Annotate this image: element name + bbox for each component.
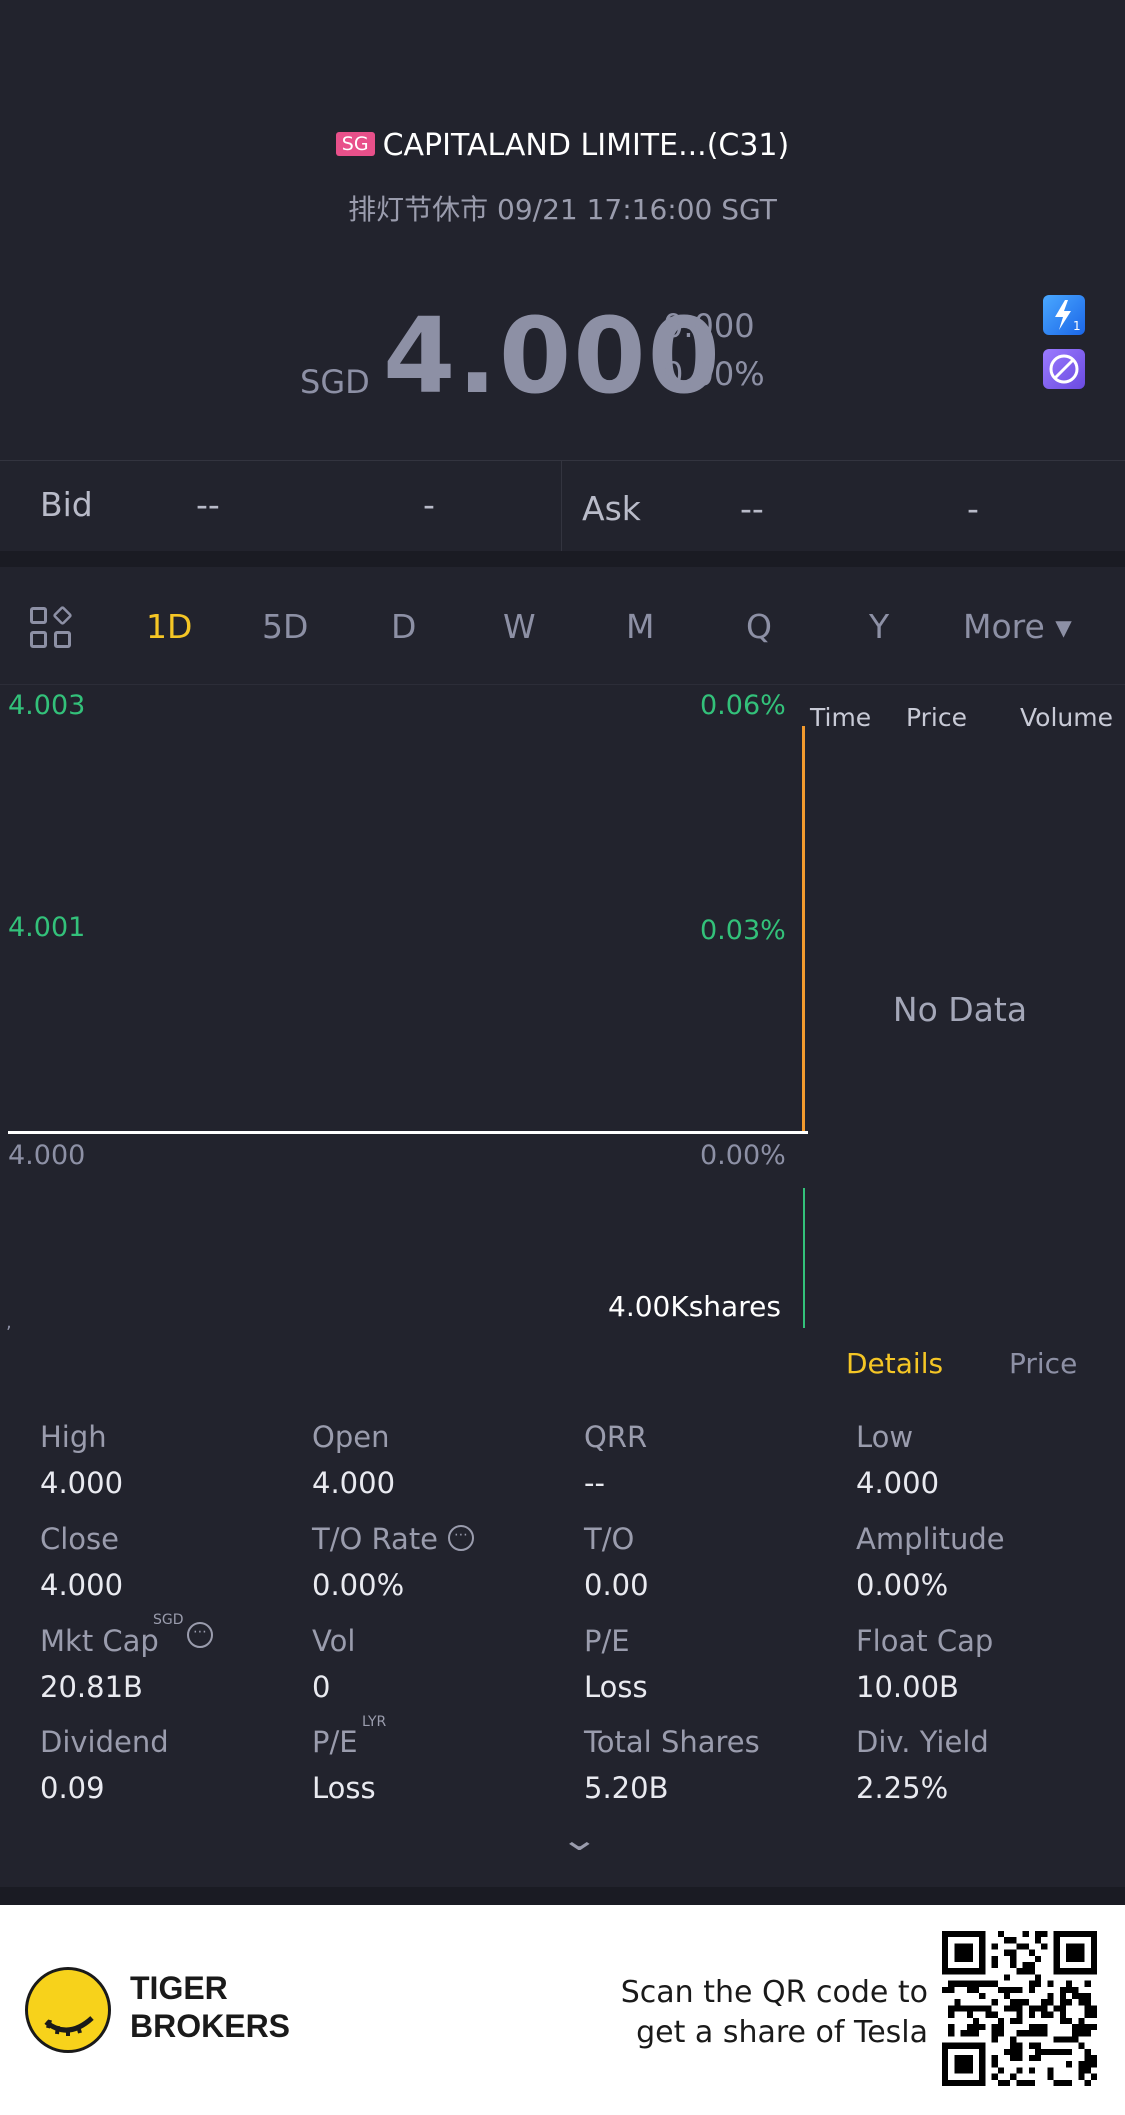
bid-price: -- [196, 485, 220, 524]
more-info-icon[interactable]: ⋯ [187, 1622, 213, 1648]
price-change-pct: 0.00% [663, 355, 765, 393]
stat-value-qrr: -- [584, 1466, 605, 1500]
stat-label-div-yield: Div. Yield [856, 1725, 989, 1759]
stat-value-low: 4.000 [856, 1466, 940, 1500]
stat-value-total-shares: 5.20B [584, 1771, 669, 1805]
more-info-icon[interactable]: ⋯ [448, 1525, 474, 1551]
stat-label-mkt-cap: Mkt Cap [40, 1624, 159, 1658]
stat-value-close: 4.000 [40, 1568, 124, 1602]
divider [561, 461, 562, 551]
pct-tick-mid: 0.03% [700, 915, 786, 946]
stat-value-float-cap: 10.00B [856, 1670, 959, 1704]
y-tick-mid: 4.001 [8, 912, 86, 943]
col-time: Time [810, 703, 872, 732]
ask-label: Ask [582, 489, 641, 528]
stat-value-amplitude: 0.00% [856, 1568, 949, 1602]
svg-text:1: 1 [1073, 319, 1081, 333]
brand-name: TIGER BROKERS [130, 1970, 291, 2044]
stat-label-pe-lyr: P/E [312, 1725, 358, 1759]
tab-5d[interactable]: 5D [262, 607, 309, 646]
period-tabs: 1D 5D D W M Q Y More ▾ [0, 567, 1125, 685]
stat-value-open: 4.000 [312, 1466, 396, 1500]
y-tick-base: 4.000 [8, 1140, 86, 1171]
stat-value-pe: Loss [584, 1670, 648, 1704]
no-shorting-icon[interactable] [1043, 349, 1085, 389]
y-tick-top: 4.003 [8, 690, 86, 721]
lightning-icon[interactable]: 1 [1043, 295, 1085, 335]
grid-icon[interactable] [30, 605, 73, 649]
tab-weekly[interactable]: W [503, 607, 536, 646]
stat-label-turnover-rate: T/O Rate [312, 1522, 439, 1556]
stat-label-total-shares: Total Shares [584, 1725, 760, 1759]
no-data-message: No Data [892, 990, 1028, 1029]
stat-value-high: 4.000 [40, 1466, 124, 1500]
last-price: 4.000 [383, 295, 722, 417]
stat-label-low: Low [856, 1420, 914, 1454]
market-status: 排灯节休市 09/21 17:16:00 SGT [348, 193, 777, 226]
stat-value-turnover-rate: 0.00% [312, 1568, 405, 1602]
tab-1d[interactable]: 1D [146, 607, 193, 646]
bid-ask-row: Bid -- - Ask -- - [0, 461, 1125, 551]
section-separator [0, 1887, 1125, 1905]
intraday-chart[interactable] [0, 685, 810, 1330]
qr-code[interactable] [942, 1931, 1097, 2086]
stat-value-volume: 0 [312, 1670, 331, 1704]
promo-text: Scan the QR code to get a share of Tesla [620, 1975, 928, 2050]
stat-label-volume: Vol [312, 1624, 356, 1658]
price-line [8, 1131, 808, 1134]
tab-price[interactable]: Price [1009, 1347, 1078, 1380]
stock-title: SG CAPITALAND LIMITE...(C31) [0, 128, 1125, 163]
volume-bar [803, 1188, 805, 1328]
stock-name: CAPITALAND LIMITE...(C31) [382, 128, 790, 163]
volume-label: 4.00Kshares [608, 1290, 781, 1323]
stat-label-pe: P/E [584, 1624, 630, 1658]
section-separator [0, 551, 1125, 567]
stat-label-close: Close [40, 1522, 119, 1556]
pct-tick-base: 0.00% [700, 1140, 786, 1171]
stat-value-div-yield: 2.25% [856, 1771, 949, 1805]
tab-details[interactable]: Details [846, 1347, 944, 1380]
stat-label-qrr: QRR [584, 1420, 648, 1454]
pct-tick-top: 0.06% [700, 690, 786, 721]
volume-tick: , [6, 1312, 12, 1333]
lyr-superscript: LYR [362, 1714, 387, 1730]
bid-size: - [423, 485, 435, 524]
divider [0, 684, 1125, 685]
current-time-marker [802, 726, 805, 1131]
divider [0, 460, 1125, 461]
more-dropdown[interactable]: More ▾ [963, 607, 1072, 646]
stat-value-pe-lyr: Loss [312, 1771, 376, 1805]
tab-yearly[interactable]: Y [869, 607, 890, 646]
stat-label-amplitude: Amplitude [856, 1522, 1005, 1556]
stat-label-float-cap: Float Cap [856, 1624, 994, 1658]
col-price: Price [906, 703, 967, 732]
col-volume: Volume [1020, 703, 1113, 732]
tab-quarterly[interactable]: Q [746, 607, 772, 646]
stat-value-dividend: 0.09 [40, 1771, 105, 1805]
currency-label: SGD [300, 363, 370, 401]
bid-label: Bid [40, 485, 93, 524]
stat-label-open: Open [312, 1420, 390, 1454]
stat-value-mkt-cap: 20.81B [40, 1670, 143, 1704]
tab-monthly[interactable]: M [626, 607, 655, 646]
ask-size: - [967, 489, 979, 528]
expand-chevron-icon[interactable]: ⌄ [559, 1820, 600, 1858]
stat-label-turnover: T/O [584, 1522, 635, 1556]
currency-superscript: SGD [153, 1612, 184, 1628]
tab-daily[interactable]: D [391, 607, 417, 646]
market-badge: SG [335, 132, 375, 156]
promo-footer: TIGER BROKERS Scan the QR code to get a … [0, 1905, 1125, 2115]
price-change: 0.000 [663, 307, 755, 345]
stat-label-dividend: Dividend [40, 1725, 169, 1759]
stat-value-turnover: 0.00 [584, 1568, 649, 1602]
tiger-logo-icon [25, 1967, 111, 2053]
ask-price: -- [740, 489, 764, 528]
stat-label-high: High [40, 1420, 107, 1454]
